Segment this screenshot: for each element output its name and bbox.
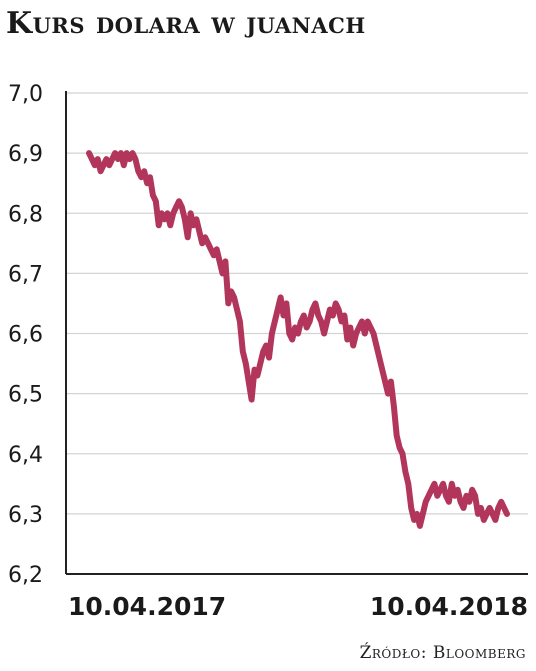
series-line bbox=[86, 150, 510, 529]
y-tick-label: 6,5 bbox=[8, 383, 43, 408]
y-tick-label: 6,3 bbox=[8, 503, 43, 528]
y-tick-label: 6,8 bbox=[8, 202, 43, 227]
y-tick-label: 6,6 bbox=[8, 323, 43, 348]
x-tick-label: 10.04.2018 bbox=[370, 592, 528, 621]
x-tick-label: 10.04.2017 bbox=[68, 592, 226, 621]
y-tick-label: 6,2 bbox=[8, 563, 43, 588]
chart-title: Kurs dolara w juanach bbox=[6, 6, 366, 41]
y-tick-label: 6,9 bbox=[8, 142, 43, 167]
source-credit: Źródło: Bloomberg bbox=[359, 643, 526, 663]
y-tick-label: 6,4 bbox=[8, 443, 43, 468]
y-tick-label: 6,7 bbox=[8, 262, 43, 287]
y-tick-label: 7,0 bbox=[8, 82, 43, 107]
